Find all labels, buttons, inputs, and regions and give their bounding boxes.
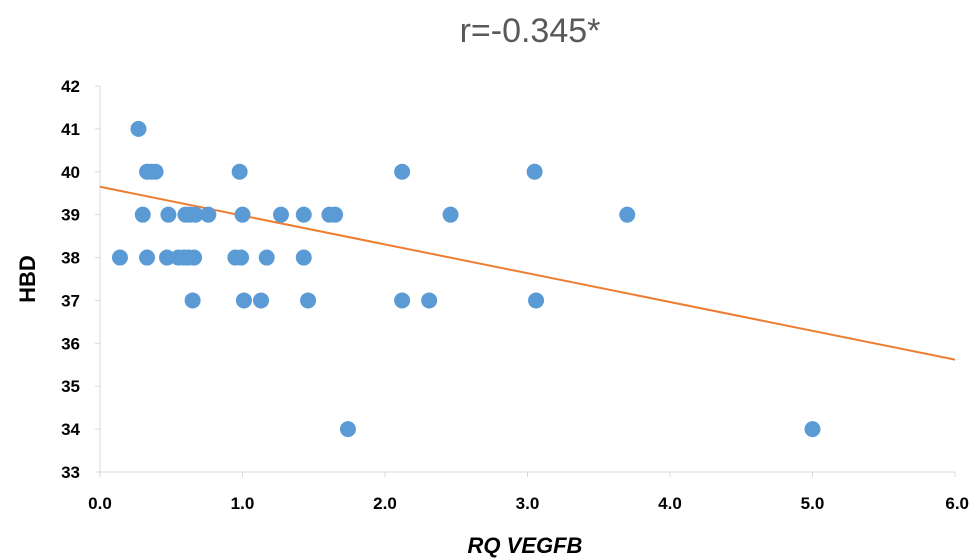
data-point: [421, 292, 438, 309]
data-point: [394, 292, 411, 309]
data-point: [111, 249, 128, 266]
y-tick-label: 35: [61, 377, 80, 396]
data-point: [526, 163, 543, 180]
y-axis-label: HBD: [15, 255, 40, 303]
data-point: [134, 206, 151, 223]
y-tick-label: 39: [61, 206, 80, 225]
x-tick-label: 5.0: [801, 494, 825, 513]
data-point: [147, 163, 164, 180]
data-point: [300, 292, 317, 309]
data-point: [186, 249, 203, 266]
y-tick-label: 36: [61, 334, 80, 353]
y-tick-label: 42: [61, 77, 80, 96]
data-point: [234, 206, 251, 223]
data-point: [442, 206, 459, 223]
x-axis-ticks: 0.0 1.0 2.0 3.0 4.0 5.0 6.0: [88, 472, 969, 513]
x-tick-label: 2.0: [373, 494, 397, 513]
trendline: [99, 185, 956, 361]
y-tick-label: 37: [61, 291, 80, 310]
y-tick-label: 38: [61, 249, 80, 268]
y-axis-ticks: 33 34 35 36 37 38 39 40 41 42: [61, 77, 100, 482]
data-point: [184, 292, 201, 309]
data-point: [295, 249, 312, 266]
data-point: [394, 163, 411, 180]
data-point: [295, 206, 312, 223]
y-tick-label: 41: [61, 120, 80, 139]
x-tick-label: 4.0: [658, 494, 682, 513]
data-point: [130, 120, 147, 137]
data-point: [160, 206, 177, 223]
data-point: [158, 249, 175, 266]
data-point: [253, 292, 270, 309]
x-tick-label: 0.0: [88, 494, 112, 513]
data-point: [272, 206, 289, 223]
y-tick-label: 33: [61, 463, 80, 482]
data-point: [258, 249, 275, 266]
data-point: [231, 163, 248, 180]
data-point: [187, 206, 204, 223]
data-point: [200, 206, 217, 223]
chart-title: r=-0.345*: [460, 12, 601, 50]
data-point: [235, 292, 252, 309]
y-tick-label: 34: [61, 420, 80, 439]
data-point: [528, 292, 545, 309]
data-point: [233, 249, 250, 266]
y-tick-label: 40: [61, 163, 80, 182]
data-points: [111, 120, 821, 438]
data-point: [619, 206, 636, 223]
data-point: [327, 206, 344, 223]
x-tick-label: 6.0: [945, 494, 969, 513]
x-axis-label: RQ VEGFB: [468, 533, 583, 558]
x-tick-label: 1.0: [231, 494, 255, 513]
x-tick-label: 3.0: [516, 494, 540, 513]
data-point: [139, 249, 156, 266]
data-point: [804, 421, 821, 438]
data-point: [339, 421, 356, 438]
